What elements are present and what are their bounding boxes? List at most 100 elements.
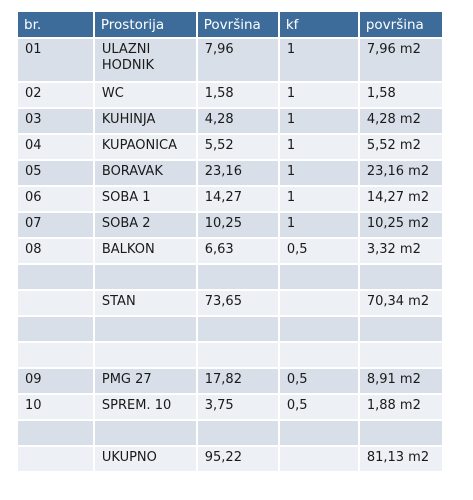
cell-net-area: 8,91 m2: [359, 369, 442, 393]
table-row: 02 WC 1,58 1 1,58: [18, 83, 442, 107]
cell-net-area: 3,32 m2: [359, 239, 442, 263]
cell-area: 3,75: [197, 395, 278, 419]
cell-coefficient: [279, 291, 358, 315]
cell-coefficient: 1: [279, 109, 358, 133]
cell-coefficient: 1: [279, 39, 358, 81]
cell-net-area: [359, 265, 442, 289]
cell-number: [18, 447, 93, 471]
table-row-blank: [18, 421, 442, 445]
cell-number: 05: [18, 161, 93, 185]
cell-net-area: 23,16 m2: [359, 161, 442, 185]
cell-room: SOBA 2: [94, 213, 196, 237]
cell-net-area: 1,58: [359, 83, 442, 107]
table-row: 06 SOBA 1 14,27 1 14,27 m2: [18, 187, 442, 211]
cell-net-area: 70,34 m2: [359, 291, 442, 315]
cell-number: 04: [18, 135, 93, 159]
cell-coefficient: 0,5: [279, 395, 358, 419]
cell-room: WC: [94, 83, 196, 107]
cell-number: 02: [18, 83, 93, 107]
cell-coefficient: 1: [279, 187, 358, 211]
cell-number: 07: [18, 213, 93, 237]
cell-room: SOBA 1: [94, 187, 196, 211]
cell-area: 23,16: [197, 161, 278, 185]
cell-coefficient: 1: [279, 161, 358, 185]
table-row: 05 BORAVAK 23,16 1 23,16 m2: [18, 161, 442, 185]
cell-area: [197, 421, 278, 445]
cell-area: [197, 343, 278, 367]
cell-area: [197, 265, 278, 289]
cell-room: KUHINJA: [94, 109, 196, 133]
cell-room: UKUPNO: [94, 447, 196, 471]
cell-net-area: 10,25 m2: [359, 213, 442, 237]
table-row-blank: [18, 265, 442, 289]
table-row: 09 PMG 27 17,82 0,5 8,91 m2: [18, 369, 442, 393]
cell-area: 6,63: [197, 239, 278, 263]
table-row: 10 SPREM. 10 3,75 0,5 1,88 m2: [18, 395, 442, 419]
cell-coefficient: [279, 317, 358, 341]
cell-net-area: 81,13 m2: [359, 447, 442, 471]
cell-net-area: [359, 317, 442, 341]
table-row-subtotal: STAN 73,65 70,34 m2: [18, 291, 442, 315]
cell-area: 95,22: [197, 447, 278, 471]
table-row-total: UKUPNO 95,22 81,13 m2: [18, 447, 442, 471]
cell-area: 5,52: [197, 135, 278, 159]
cell-number: [18, 343, 93, 367]
table-row-blank: [18, 343, 442, 367]
table-row-blank: [18, 317, 442, 341]
cell-room: BORAVAK: [94, 161, 196, 185]
cell-net-area: [359, 343, 442, 367]
cell-area: 7,96: [197, 39, 278, 81]
cell-coefficient: 1: [279, 213, 358, 237]
rooms-table: br. Prostorija Površina kf površina 01 U…: [16, 10, 444, 473]
header-net-area: površina: [359, 12, 442, 37]
table-row: 01 ULAZNI HODNIK 7,96 1 7,96 m2: [18, 39, 442, 81]
cell-net-area: 14,27 m2: [359, 187, 442, 211]
cell-room: SPREM. 10: [94, 395, 196, 419]
cell-area: 17,82: [197, 369, 278, 393]
cell-coefficient: 1: [279, 83, 358, 107]
cell-number: [18, 317, 93, 341]
cell-net-area: 4,28 m2: [359, 109, 442, 133]
cell-room: [94, 265, 196, 289]
cell-net-area: 7,96 m2: [359, 39, 442, 81]
cell-room: STAN: [94, 291, 196, 315]
cell-net-area: [359, 421, 442, 445]
header-coefficient: kf: [279, 12, 358, 37]
cell-room: BALKON: [94, 239, 196, 263]
cell-net-area: 5,52 m2: [359, 135, 442, 159]
cell-area: 10,25: [197, 213, 278, 237]
cell-room: [94, 421, 196, 445]
cell-area: 73,65: [197, 291, 278, 315]
header-row: br. Prostorija Površina kf površina: [18, 12, 442, 37]
header-room: Prostorija: [94, 12, 196, 37]
cell-number: [18, 421, 93, 445]
cell-number: 08: [18, 239, 93, 263]
cell-coefficient: 0,5: [279, 239, 358, 263]
cell-number: 10: [18, 395, 93, 419]
cell-coefficient: [279, 421, 358, 445]
cell-number: [18, 265, 93, 289]
cell-number: 01: [18, 39, 93, 81]
cell-coefficient: 1: [279, 135, 358, 159]
cell-room: PMG 27: [94, 369, 196, 393]
table-row: 07 SOBA 2 10,25 1 10,25 m2: [18, 213, 442, 237]
cell-area: 1,58: [197, 83, 278, 107]
cell-number: [18, 291, 93, 315]
cell-room: [94, 317, 196, 341]
header-area: Površina: [197, 12, 278, 37]
cell-number: 06: [18, 187, 93, 211]
cell-number: 03: [18, 109, 93, 133]
table-row: 08 BALKON 6,63 0,5 3,32 m2: [18, 239, 442, 263]
cell-area: 14,27: [197, 187, 278, 211]
cell-room: KUPAONICA: [94, 135, 196, 159]
table-row: 04 KUPAONICA 5,52 1 5,52 m2: [18, 135, 442, 159]
cell-coefficient: [279, 265, 358, 289]
header-number: br.: [18, 12, 93, 37]
cell-area: 4,28: [197, 109, 278, 133]
cell-net-area: 1,88 m2: [359, 395, 442, 419]
cell-coefficient: 0,5: [279, 369, 358, 393]
cell-room: [94, 343, 196, 367]
cell-number: 09: [18, 369, 93, 393]
cell-coefficient: [279, 447, 358, 471]
table-row: 03 KUHINJA 4,28 1 4,28 m2: [18, 109, 442, 133]
